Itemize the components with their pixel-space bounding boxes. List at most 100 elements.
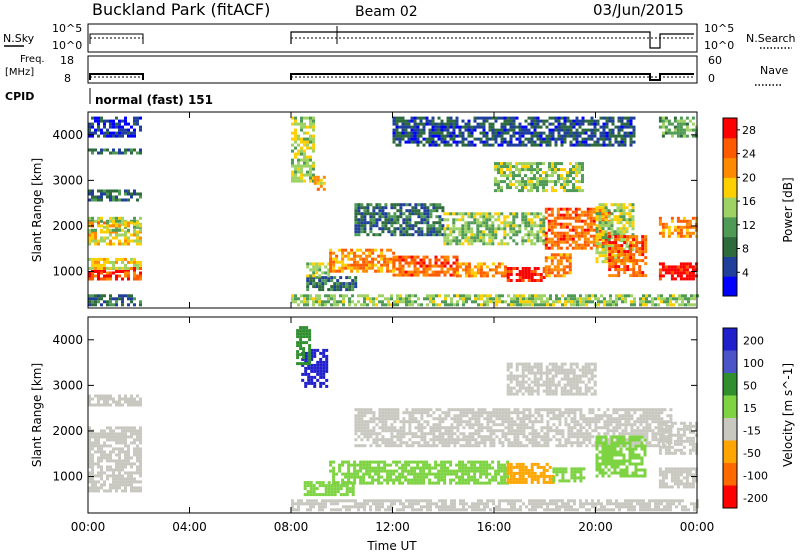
region-25 bbox=[658, 262, 698, 281]
data-cell bbox=[518, 174, 521, 178]
data-cell bbox=[136, 453, 139, 457]
data-cell bbox=[100, 216, 103, 220]
data-cell bbox=[679, 262, 683, 266]
data-cell bbox=[631, 248, 635, 252]
data-cell bbox=[393, 230, 397, 234]
data-cell bbox=[432, 438, 436, 442]
data-cell bbox=[363, 444, 367, 448]
data-cell bbox=[590, 116, 594, 120]
data-cell bbox=[602, 128, 606, 132]
data-cell bbox=[563, 137, 567, 141]
data-cell bbox=[441, 300, 444, 304]
data-cell bbox=[575, 119, 579, 123]
data-cell bbox=[624, 294, 627, 298]
data-cell bbox=[372, 420, 376, 424]
data-cell bbox=[559, 231, 563, 235]
data-cell bbox=[616, 221, 620, 225]
data-cell bbox=[368, 263, 372, 267]
data-cell bbox=[384, 426, 388, 430]
data-cell bbox=[563, 122, 567, 126]
data-cell bbox=[344, 266, 348, 270]
data-cell bbox=[396, 227, 400, 231]
data-cell bbox=[118, 403, 121, 407]
data-cell bbox=[294, 146, 297, 150]
data-cell bbox=[407, 125, 411, 129]
data-cell bbox=[393, 303, 396, 307]
data-cell bbox=[495, 408, 499, 412]
region-13 bbox=[306, 262, 331, 278]
data-cell bbox=[589, 222, 593, 226]
data-cell bbox=[506, 215, 510, 219]
data-cell bbox=[565, 259, 569, 263]
data-cell bbox=[470, 131, 474, 135]
data-cell bbox=[127, 131, 130, 135]
data-cell bbox=[455, 143, 459, 147]
data-cell bbox=[339, 484, 343, 488]
data-cell bbox=[642, 303, 645, 307]
data-cell bbox=[368, 466, 372, 470]
data-cell bbox=[601, 230, 605, 234]
data-cell bbox=[553, 216, 557, 220]
data-cell bbox=[408, 414, 412, 418]
data-cell bbox=[682, 234, 686, 238]
data-cell bbox=[302, 335, 306, 339]
data-cell bbox=[304, 381, 308, 385]
data-cell bbox=[497, 165, 500, 169]
data-cell bbox=[470, 125, 474, 129]
data-cell bbox=[471, 300, 474, 304]
data-cell bbox=[539, 174, 542, 178]
velocity-data-cells bbox=[88, 326, 699, 512]
data-cell bbox=[554, 183, 557, 187]
data-cell bbox=[560, 177, 563, 181]
data-cell bbox=[595, 242, 599, 246]
data-cell bbox=[530, 162, 533, 166]
data-cell bbox=[458, 274, 462, 278]
data-cell bbox=[309, 294, 312, 298]
data-cell bbox=[566, 125, 570, 129]
data-cell bbox=[571, 246, 575, 250]
data-cell bbox=[124, 257, 127, 261]
data-cell bbox=[500, 212, 504, 216]
data-cell bbox=[642, 297, 645, 301]
data-cell bbox=[399, 420, 403, 424]
data-cell bbox=[378, 294, 381, 298]
data-cell bbox=[530, 165, 533, 169]
data-cell bbox=[106, 444, 109, 448]
data-cell bbox=[103, 134, 106, 138]
data-cell bbox=[685, 265, 689, 269]
data-cell bbox=[492, 414, 496, 418]
data-cell bbox=[97, 489, 100, 493]
data-cell bbox=[338, 266, 342, 270]
data-cell bbox=[604, 218, 608, 222]
data-cell bbox=[497, 466, 501, 470]
data-cell bbox=[556, 268, 560, 272]
data-cell bbox=[589, 225, 593, 229]
data-cell bbox=[308, 335, 312, 339]
data-cell bbox=[366, 212, 370, 216]
data-cell bbox=[455, 255, 459, 259]
data-cell bbox=[312, 487, 316, 491]
data-cell bbox=[574, 219, 578, 223]
data-cell bbox=[563, 183, 566, 187]
data-cell bbox=[133, 453, 136, 457]
data-cell bbox=[629, 235, 633, 239]
data-cell bbox=[521, 134, 525, 138]
data-cell bbox=[302, 353, 306, 357]
data-cell bbox=[455, 134, 459, 138]
data-cell bbox=[482, 230, 486, 234]
data-cell bbox=[572, 143, 576, 147]
data-cell bbox=[545, 474, 549, 478]
data-cell bbox=[302, 332, 306, 336]
data-cell bbox=[632, 125, 636, 129]
data-cell bbox=[438, 233, 442, 237]
data-cell bbox=[387, 230, 391, 234]
data-cell bbox=[553, 219, 557, 223]
data-cell bbox=[585, 294, 588, 298]
data-cell bbox=[467, 466, 471, 470]
data-cell bbox=[109, 459, 112, 463]
data-cell bbox=[97, 480, 100, 484]
data-cell bbox=[316, 175, 320, 179]
data-cell bbox=[632, 253, 636, 257]
data-cell bbox=[321, 300, 324, 304]
data-cell bbox=[103, 403, 106, 407]
